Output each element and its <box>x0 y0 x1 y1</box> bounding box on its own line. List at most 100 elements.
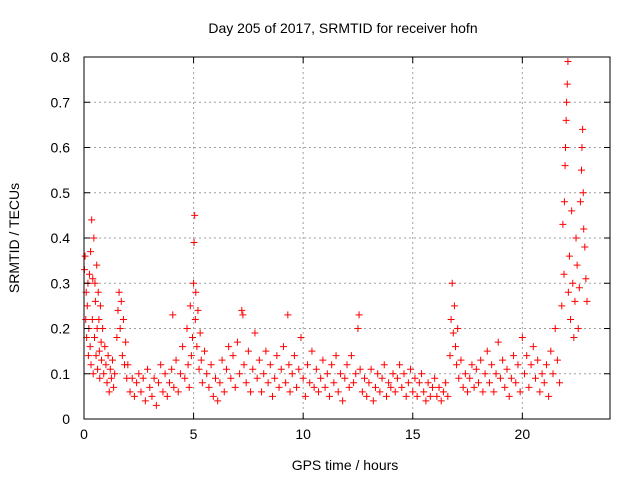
data-point <box>251 329 259 337</box>
data-point <box>418 370 426 378</box>
x-tick-label: 20 <box>515 426 531 442</box>
data-point <box>409 388 417 396</box>
data-point <box>95 347 103 355</box>
data-point <box>174 388 182 396</box>
data-point <box>439 388 447 396</box>
data-point <box>122 338 130 346</box>
data-point <box>579 189 587 197</box>
data-point <box>531 374 539 382</box>
data-point <box>192 288 200 296</box>
data-point <box>475 379 482 387</box>
data-point <box>527 361 535 369</box>
y-axis-label: SRMTID / TECUs <box>6 183 22 293</box>
y-tick-label: 0.7 <box>51 94 71 110</box>
data-point <box>481 370 489 378</box>
data-point <box>350 379 358 387</box>
data-point <box>96 374 104 382</box>
data-point <box>571 297 579 305</box>
data-point <box>435 383 443 391</box>
data-point <box>470 383 478 391</box>
data-point <box>172 356 180 364</box>
data-point <box>407 365 415 373</box>
data-point <box>207 361 215 369</box>
data-point <box>562 144 570 151</box>
data-point <box>583 297 591 305</box>
data-point <box>93 261 101 269</box>
data-point <box>385 379 393 387</box>
data-point <box>133 379 141 387</box>
data-point <box>155 379 163 387</box>
data-point <box>304 361 312 369</box>
data-point <box>490 388 498 396</box>
data-point <box>253 374 261 382</box>
data-points <box>80 58 591 409</box>
data-point <box>553 356 561 364</box>
data-point <box>100 370 108 378</box>
data-point <box>135 370 143 378</box>
data-point <box>91 334 99 342</box>
data-point <box>453 361 461 369</box>
data-point <box>422 397 430 405</box>
data-point <box>323 370 331 378</box>
data-point <box>137 388 145 396</box>
data-point <box>579 125 587 133</box>
data-point <box>518 334 526 342</box>
data-point <box>448 279 456 287</box>
data-point <box>400 370 408 378</box>
data-point <box>197 356 205 364</box>
data-point <box>371 383 379 391</box>
data-point <box>336 370 344 378</box>
data-point <box>420 388 428 396</box>
data-point <box>106 365 114 373</box>
data-point <box>325 392 333 400</box>
data-point <box>295 365 303 373</box>
data-point <box>578 166 586 174</box>
data-point <box>240 361 248 369</box>
data-point <box>165 379 173 387</box>
data-point <box>347 352 355 360</box>
data-point <box>488 361 496 369</box>
data-point <box>542 361 550 369</box>
data-point <box>181 374 189 382</box>
data-point <box>118 352 126 360</box>
data-point <box>330 379 338 387</box>
data-point <box>455 374 463 382</box>
data-point <box>534 356 542 364</box>
data-point <box>568 207 576 215</box>
data-point <box>116 325 124 332</box>
data-point <box>82 315 90 323</box>
data-point <box>551 325 559 332</box>
data-point <box>87 248 95 256</box>
data-point <box>380 361 388 369</box>
data-point <box>437 397 445 405</box>
data-point <box>179 343 187 351</box>
data-point <box>203 370 211 378</box>
data-point <box>332 352 340 360</box>
data-point <box>191 211 199 219</box>
data-point <box>563 80 571 88</box>
data-point <box>367 365 375 373</box>
data-point <box>328 361 336 369</box>
data-point <box>218 356 226 364</box>
data-point <box>365 379 373 387</box>
data-point <box>299 374 307 382</box>
data-point <box>378 374 386 382</box>
x-tick-label: 5 <box>190 426 198 442</box>
data-point <box>264 379 272 387</box>
data-point <box>468 361 476 369</box>
data-point <box>205 383 213 391</box>
data-point <box>424 379 432 387</box>
data-point <box>94 288 102 296</box>
x-tick-label: 15 <box>405 426 421 442</box>
data-point <box>563 98 571 106</box>
data-point <box>117 297 125 305</box>
data-point <box>284 311 292 319</box>
data-point <box>262 347 270 355</box>
data-point <box>141 397 149 405</box>
data-point <box>239 311 247 319</box>
data-point <box>538 370 546 378</box>
data-point <box>271 374 279 382</box>
y-tick-label: 0 <box>62 411 70 427</box>
data-point <box>260 370 268 378</box>
data-point <box>547 347 555 355</box>
